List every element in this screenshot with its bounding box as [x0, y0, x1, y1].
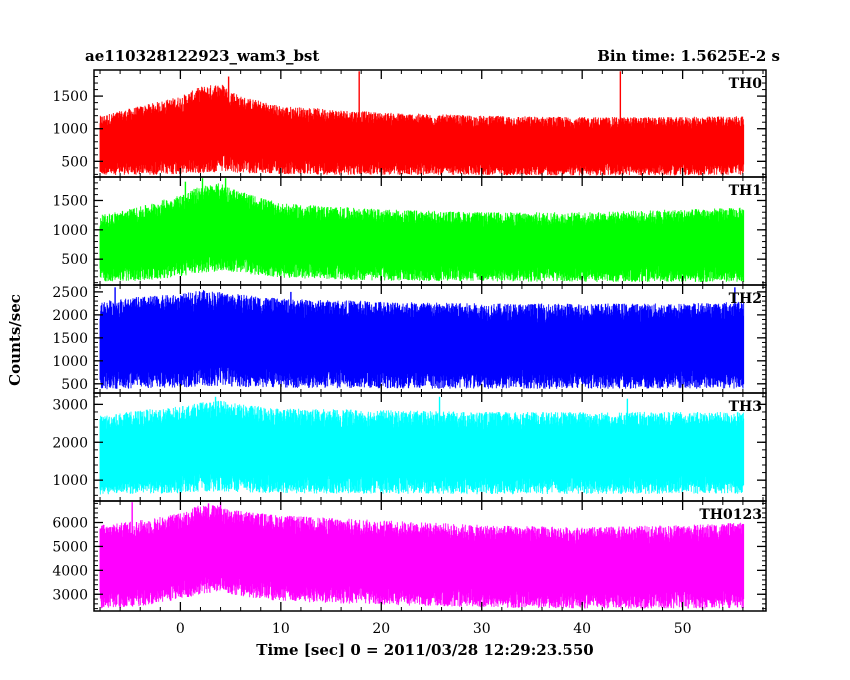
y-tick-label: 2000 [52, 308, 88, 324]
plot-title-right: Bin time: 1.5625E-2 s [597, 47, 780, 65]
series-trace-th1 [99, 183, 745, 282]
y-tick-label: 500 [61, 377, 88, 393]
panel-label-th0123: TH0123 [699, 507, 762, 523]
y-tick-label: 4000 [52, 563, 88, 579]
series-trace-th2 [99, 290, 745, 390]
y-tick-label: 1500 [52, 331, 88, 347]
y-tick-label: 1500 [52, 193, 88, 209]
panel-label-th2: TH2 [729, 291, 762, 307]
series-trace-th0 [99, 84, 745, 176]
panel-th2: 500 1000 1500 2000 2500 TH2 [52, 284, 767, 394]
x-tick-label: 0 [176, 621, 185, 637]
panel-stack: 500 1000 1500 TH0 500 1000 1500 TH1 500 1000 1500 2… [52, 69, 767, 612]
y-tick-label: 1000 [52, 122, 88, 138]
y-tick-label: 3000 [52, 587, 88, 603]
x-tick-label: 40 [573, 621, 591, 637]
y-tick-label: 1000 [52, 354, 88, 370]
panel-label-th1: TH1 [729, 183, 762, 199]
y-tick-label: 500 [61, 252, 88, 268]
y-tick-label: 1000 [52, 473, 88, 489]
x-tick-label: 50 [674, 621, 692, 637]
y-tick-label: 2500 [52, 285, 88, 301]
x-axis-label: Time [sec] 0 = 2011/03/28 12:29:23.550 [256, 641, 593, 659]
x-tick-label: 10 [272, 621, 290, 637]
panel-th0123: 3000 4000 5000 6000 TH0123 [52, 500, 767, 612]
panel-th1: 500 1000 1500 TH1 [52, 176, 767, 286]
series-trace-th3 [99, 400, 745, 495]
panel-th0: 500 1000 1500 TH0 [52, 69, 767, 178]
plot-title-left: ae110328122923_wam3_bst [85, 47, 319, 65]
y-tick-label: 3000 [52, 397, 88, 413]
panel-label-th0: TH0 [729, 76, 763, 92]
y-axis-label: Counts/sec [6, 294, 24, 386]
y-tick-label: 6000 [52, 516, 88, 532]
series-trace-th0123 [99, 505, 745, 609]
x-tick-label: 30 [473, 621, 491, 637]
y-tick-label: 5000 [52, 539, 88, 555]
y-tick-label: 1500 [52, 89, 88, 105]
y-tick-label: 500 [61, 154, 88, 170]
x-axis-tick-labels: 0 10 20 30 40 50 [176, 621, 692, 637]
y-tick-label: 2000 [52, 435, 88, 451]
panel-th3: 1000 2000 3000 TH3 [52, 392, 767, 502]
x-tick-label: 20 [372, 621, 390, 637]
panel-label-th3: TH3 [729, 399, 762, 415]
y-tick-label: 1000 [52, 223, 88, 239]
